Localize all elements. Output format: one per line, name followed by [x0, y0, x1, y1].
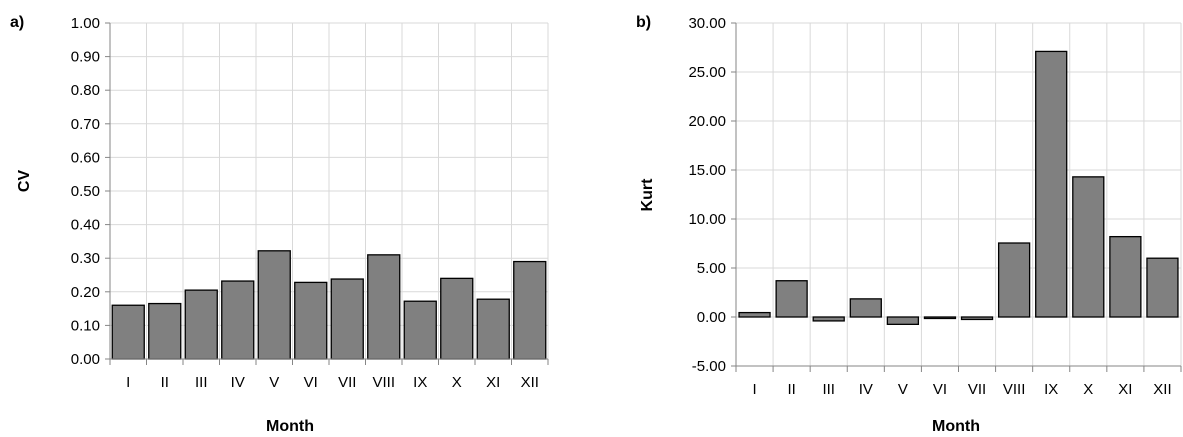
bar-b-ii	[775, 280, 808, 318]
bar-a-viii	[367, 254, 401, 360]
x-tick-label-b: VIII	[1003, 381, 1026, 398]
y-tick-label-b: 5.00	[697, 260, 726, 277]
bar-a-v	[257, 250, 291, 360]
x-axis-title-a: Month	[266, 418, 314, 435]
bar-a-i	[111, 304, 145, 360]
panel-label-b: b)	[636, 14, 651, 31]
x-tick-label-a: IX	[413, 374, 427, 391]
bar-a-iii	[184, 289, 218, 360]
bar-b-iv	[849, 298, 882, 318]
y-tick-label-b: 0.00	[697, 309, 726, 326]
bar-b-xi	[1109, 235, 1142, 318]
y-tick-label-a: 0.60	[71, 149, 100, 166]
x-tick-label-a: X	[452, 374, 462, 391]
bar-a-ix	[403, 300, 437, 360]
x-tick-label-b: IX	[1044, 381, 1058, 398]
y-tick-label-a: 0.90	[71, 49, 100, 66]
bar-b-vi	[923, 316, 957, 320]
bar-b-x	[1072, 176, 1105, 318]
x-tick-label-a: VII	[338, 374, 356, 391]
bar-a-xii	[513, 260, 547, 360]
x-tick-label-a: XII	[521, 374, 539, 391]
bar-b-vii	[960, 316, 994, 321]
x-tick-label-b: X	[1083, 381, 1093, 398]
x-tick-label-a: VIII	[372, 374, 395, 391]
x-tick-label-b: III	[822, 381, 835, 398]
x-tick-label-a: I	[126, 374, 130, 391]
bar-b-iii	[812, 316, 845, 322]
y-tick-label-a: 0.70	[71, 116, 100, 133]
x-tick-label-a: XI	[486, 374, 500, 391]
x-axis-title-b: Month	[932, 418, 980, 435]
bar-a-xi	[476, 298, 510, 360]
y-tick-label-b: 30.00	[688, 15, 726, 32]
bar-a-x	[440, 277, 474, 360]
y-tick-label-b: 20.00	[688, 113, 726, 130]
y-tick-label-a: 0.80	[71, 82, 100, 99]
y-tick-label-b: 15.00	[688, 162, 726, 179]
x-tick-label-a: III	[195, 374, 208, 391]
y-axis-title-b: Kurt	[639, 178, 656, 212]
panel-label-a: a)	[10, 14, 24, 31]
x-tick-label-b: IV	[859, 381, 873, 398]
y-tick-label-a: 0.40	[71, 217, 100, 234]
y-axis-title-a: CV	[16, 170, 33, 193]
bar-b-xii	[1146, 257, 1179, 318]
bar-a-ii	[148, 302, 182, 360]
x-tick-label-b: V	[898, 381, 908, 398]
x-tick-label-a: IV	[231, 374, 245, 391]
x-tick-label-b: XI	[1118, 381, 1132, 398]
bar-b-ix	[1035, 50, 1068, 318]
x-tick-label-b: II	[787, 381, 795, 398]
x-tick-label-a: V	[269, 374, 279, 391]
x-tick-label-b: VI	[933, 381, 947, 398]
y-tick-label-a: 0.20	[71, 284, 100, 301]
bar-a-iv	[221, 280, 255, 360]
y-tick-label-b: 10.00	[688, 211, 726, 228]
bar-b-i	[738, 311, 771, 318]
x-tick-label-b: VII	[968, 381, 986, 398]
chart-panel-b: b) Month Kurt -5.00 0.00 5.00 10.00 15.00 20.…	[636, 14, 1182, 435]
y-tick-label-b: -5.00	[692, 358, 726, 375]
bar-a-vii	[330, 278, 364, 360]
y-tick-label-a: 0.50	[71, 183, 100, 200]
x-tick-label-b: I	[752, 381, 756, 398]
y-tick-label-a: 0.10	[71, 317, 100, 334]
bar-a-vi	[294, 281, 328, 360]
x-tick-label-b: XII	[1153, 381, 1171, 398]
y-tick-label-b: 25.00	[688, 64, 726, 81]
x-tick-label-a: VI	[304, 374, 318, 391]
y-tick-label-a: 0.00	[71, 351, 100, 368]
x-tick-label-a: II	[161, 374, 169, 391]
y-tick-label-a: 0.30	[71, 250, 100, 267]
bar-b-v	[886, 316, 920, 325]
chart-panel-a: a) Month CV 0.00 0.10 0.20 0.30 0.40 0.50 0.60…	[10, 14, 549, 435]
y-tick-label-a: 1.00	[71, 15, 100, 32]
bar-b-viii	[997, 242, 1031, 318]
